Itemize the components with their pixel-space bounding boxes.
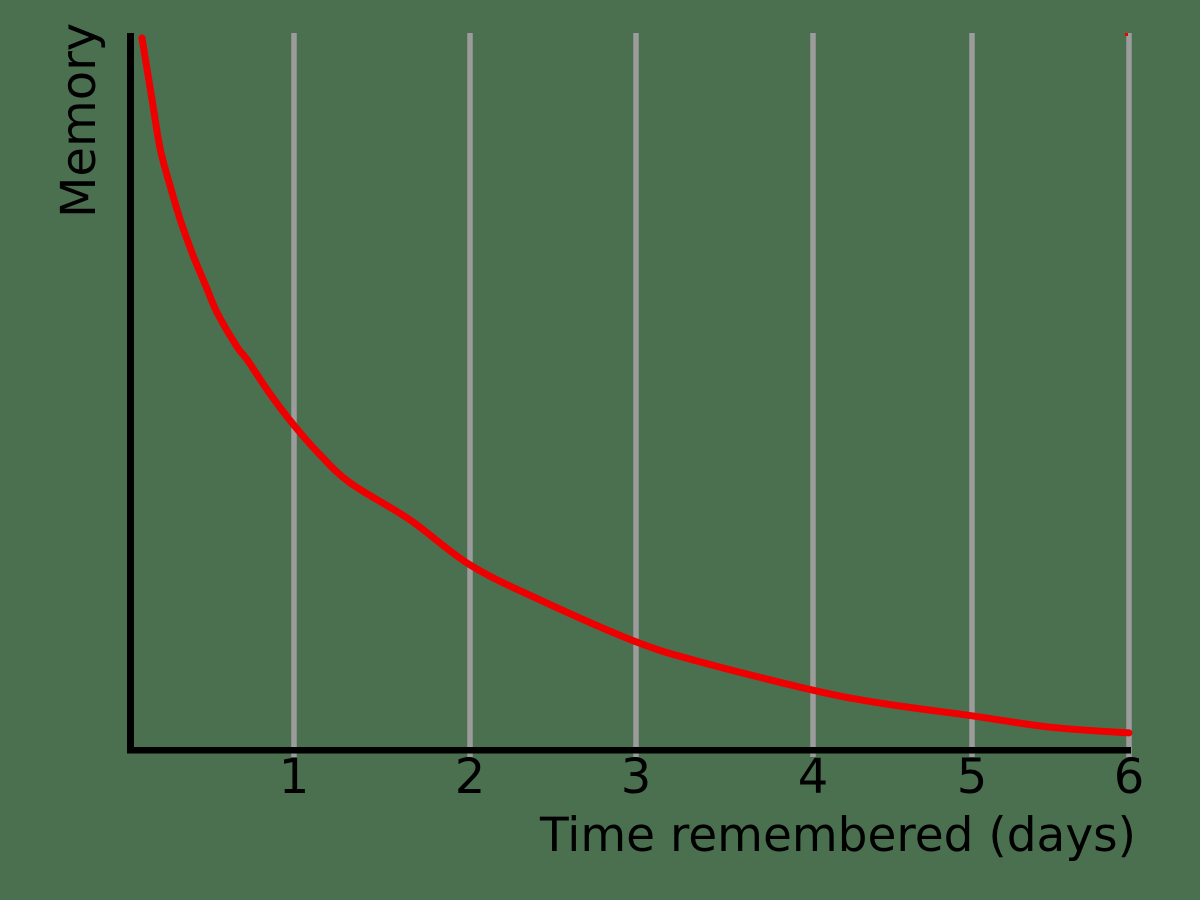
x-tick-label-2: 2 <box>454 749 486 805</box>
x-tick-label-6: 6 <box>1113 749 1145 805</box>
memory-retention-curve <box>138 34 1133 737</box>
x-tick-label-3: 3 <box>620 749 652 805</box>
x-tick-label-1: 1 <box>278 749 310 805</box>
curve-artifact-dot <box>1125 33 1128 36</box>
y-axis-label: Memory <box>51 22 107 218</box>
x-tick-label-5: 5 <box>956 749 988 805</box>
vertical-gridlines <box>291 33 1132 757</box>
x-tick-label-4: 4 <box>797 749 829 805</box>
x-axis-label: Time remembered (days) <box>540 808 1136 863</box>
